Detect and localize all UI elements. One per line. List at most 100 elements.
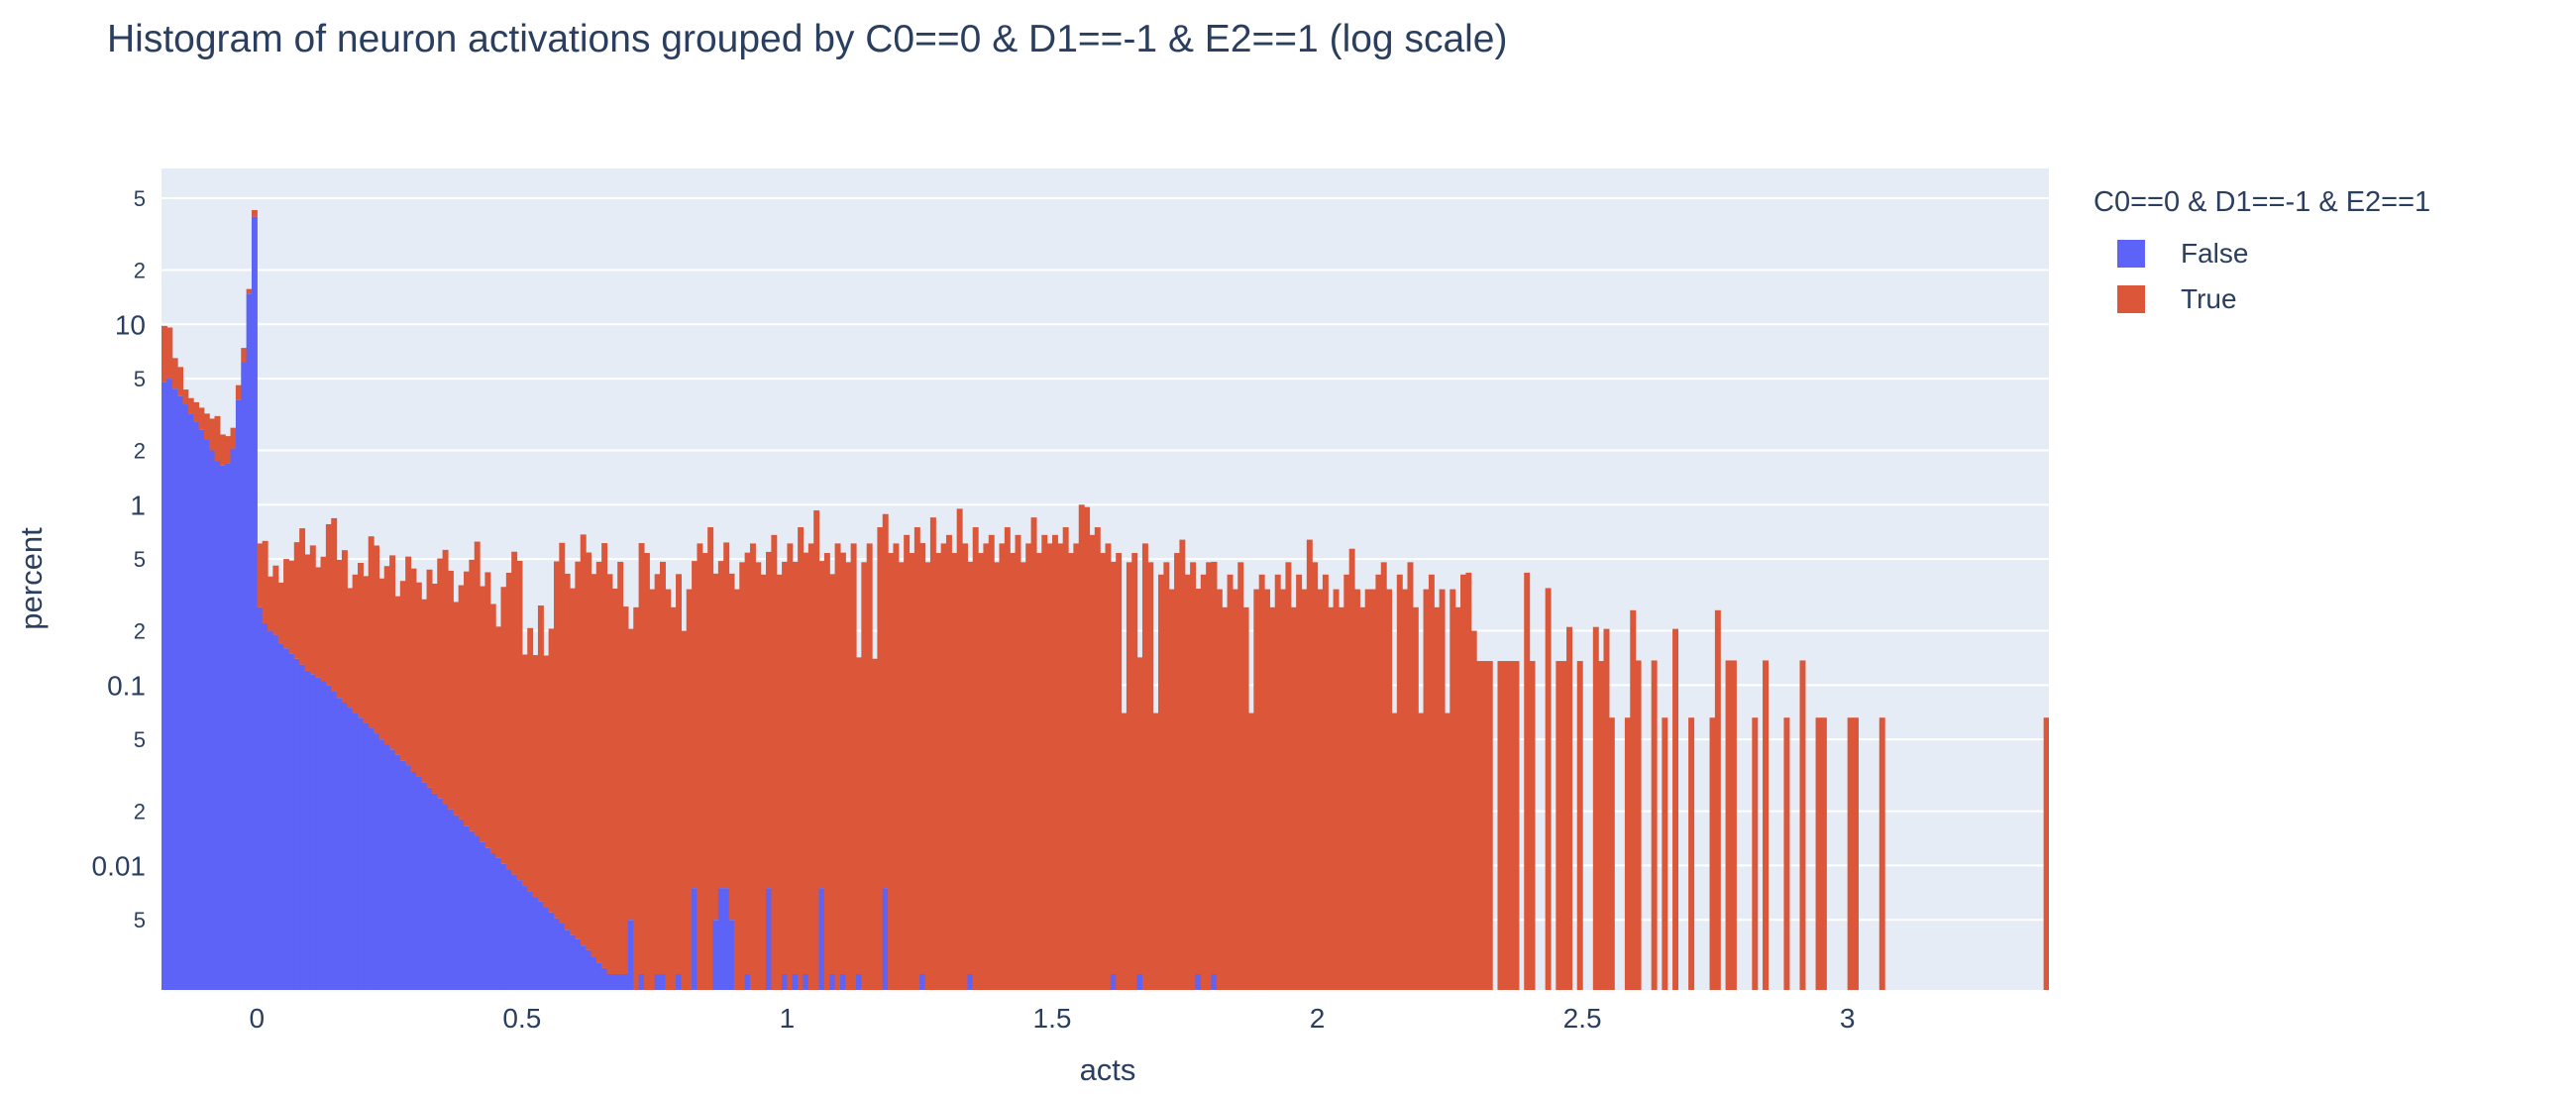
bar-false xyxy=(532,897,539,990)
x-tick-label: 0 xyxy=(250,1003,266,1034)
bar-true xyxy=(1301,589,1308,990)
bar-true xyxy=(1004,527,1011,990)
y-tick-label: 5 xyxy=(134,727,146,752)
bar-false xyxy=(627,920,634,990)
bar-true xyxy=(601,543,608,968)
bar-true xyxy=(1576,661,1583,990)
bar-true xyxy=(728,573,735,921)
x-tick-label: 1 xyxy=(780,1003,796,1034)
bar-true xyxy=(1439,589,1446,990)
bar-true xyxy=(1847,717,1854,990)
bar-true xyxy=(1878,717,1885,990)
bar-true xyxy=(309,545,316,675)
bar-true xyxy=(823,553,830,990)
bar-true xyxy=(994,562,1001,990)
bar-false xyxy=(559,923,566,990)
bar-true xyxy=(1312,562,1319,990)
bar-true xyxy=(1285,562,1292,990)
bar-true xyxy=(766,551,772,889)
bar-false xyxy=(225,463,232,990)
bar-false xyxy=(586,949,592,990)
bar-false xyxy=(209,450,216,990)
bar-true xyxy=(792,561,799,974)
bar-true xyxy=(888,553,895,990)
bar-false xyxy=(251,216,258,990)
bar-false xyxy=(241,362,248,990)
bar-true xyxy=(956,508,963,990)
bar-true xyxy=(1222,606,1229,990)
bar-true xyxy=(850,543,857,990)
bar-false xyxy=(1195,973,1202,990)
bar-false xyxy=(230,448,237,990)
bar-false xyxy=(919,973,926,990)
bar-false xyxy=(882,888,889,990)
bar-false xyxy=(511,874,518,990)
y-tick-label: 5 xyxy=(134,547,146,572)
bar-false xyxy=(293,658,300,990)
bar-true xyxy=(1264,589,1270,990)
bar-true xyxy=(532,655,539,898)
bar-true xyxy=(1714,609,1721,990)
bar-true xyxy=(1179,539,1186,990)
bar-true xyxy=(405,556,412,766)
bar-true xyxy=(1545,588,1552,990)
bar-false xyxy=(347,708,354,990)
bar-true xyxy=(1434,606,1441,990)
bar-true xyxy=(712,573,719,921)
bar-true xyxy=(1333,589,1340,990)
bar-false xyxy=(595,962,602,990)
bar-true xyxy=(665,589,672,990)
bar-true xyxy=(1348,548,1355,990)
bar-true xyxy=(171,358,178,389)
bar-true xyxy=(1190,562,1197,990)
bar-false xyxy=(378,739,385,990)
bar-true xyxy=(845,562,852,990)
x-tick-label: 2 xyxy=(1310,1003,1326,1034)
bar-true xyxy=(1057,543,1064,990)
bar-true xyxy=(638,543,645,974)
bar-true xyxy=(1513,661,1520,990)
bar-true xyxy=(283,559,290,649)
bar-true xyxy=(336,559,343,699)
bar-true xyxy=(1820,717,1827,990)
bar-true xyxy=(447,570,454,810)
bar-false xyxy=(553,918,560,990)
bar-false xyxy=(257,606,264,990)
bar-true xyxy=(660,561,666,974)
bar-false xyxy=(262,623,268,990)
chart-title: Histogram of neuron activations grouped … xyxy=(107,18,1508,60)
bar-true xyxy=(1121,712,1127,990)
bar-false xyxy=(357,717,364,990)
bar-true xyxy=(1232,589,1238,990)
bar-false xyxy=(484,847,491,990)
bar-true xyxy=(627,628,634,921)
bar-false xyxy=(405,765,412,990)
legend-item-true[interactable]: True xyxy=(2117,280,2430,318)
bar-true xyxy=(1465,572,1472,990)
bar-true xyxy=(1386,589,1393,990)
bar-true xyxy=(893,543,900,990)
bar-false xyxy=(193,421,200,990)
bar-true xyxy=(1662,717,1668,990)
bar-false xyxy=(315,677,322,990)
bar-true xyxy=(733,589,740,990)
bar-false xyxy=(829,973,836,990)
bar-true xyxy=(803,552,809,974)
bar-false xyxy=(304,670,311,990)
bar-true xyxy=(697,543,703,990)
legend-item-false[interactable]: False xyxy=(2117,235,2430,273)
bar-true xyxy=(225,436,232,464)
bar-true xyxy=(834,543,841,990)
bar-true xyxy=(924,562,931,990)
bar-true xyxy=(1508,661,1515,990)
bar-true xyxy=(543,655,550,908)
bar-true xyxy=(251,209,258,217)
bar-true xyxy=(341,550,348,703)
bar-true xyxy=(1242,606,1249,990)
bar-false xyxy=(548,912,555,990)
bar-true xyxy=(352,574,359,713)
bar-true xyxy=(383,566,390,745)
bar-true xyxy=(235,384,242,400)
bar-true xyxy=(214,415,221,462)
bar-false xyxy=(272,634,279,990)
